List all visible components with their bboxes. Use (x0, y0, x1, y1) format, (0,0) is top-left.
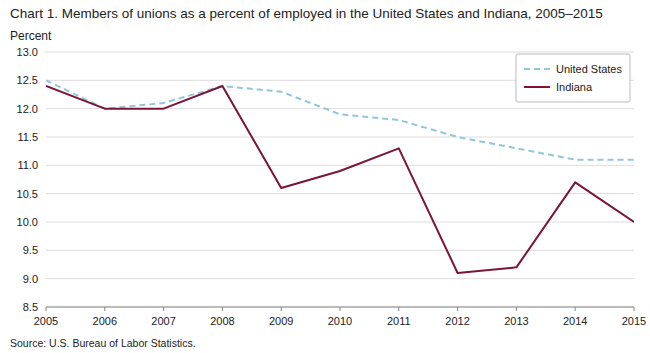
x-tick (281, 307, 282, 311)
x-tick-label: 2013 (504, 315, 528, 327)
y-tick-label: 9.5 (23, 244, 38, 256)
legend-label: Indiana (556, 81, 593, 93)
grid-line (46, 137, 634, 138)
y-tick-label: 11.0 (17, 159, 38, 171)
legend-swatch (524, 86, 550, 88)
x-tick-label: 2010 (328, 315, 352, 327)
x-tick-label: 2008 (210, 315, 234, 327)
grid-line (46, 165, 634, 166)
x-tick (340, 307, 341, 311)
y-tick-label: 8.5 (23, 301, 38, 313)
grid-line (46, 52, 634, 53)
y-tick-label: 11.5 (17, 131, 38, 143)
y-tick-label: 9.0 (23, 273, 38, 285)
x-tick (634, 307, 635, 311)
x-tick (222, 307, 223, 311)
x-tick-label: 2007 (151, 315, 175, 327)
grid-line (46, 222, 634, 223)
y-tick-label: 10.0 (17, 216, 38, 228)
y-tick-label: 12.5 (17, 74, 38, 86)
x-tick (46, 307, 47, 311)
x-tick (516, 307, 517, 311)
x-tick-label: 2015 (622, 315, 646, 327)
x-tick-label: 2006 (93, 315, 117, 327)
grid (46, 52, 634, 307)
y-tick-label: 13.0 (17, 46, 38, 58)
chart-title: Chart 1. Members of unions as a percent … (10, 6, 603, 21)
grid-line (46, 278, 634, 279)
chart-svg: Chart 1. Members of unions as a percent … (0, 0, 650, 353)
x-tick-label: 2012 (445, 315, 469, 327)
x-tick-label: 2005 (34, 315, 58, 327)
x-tick-label: 2009 (269, 315, 293, 327)
y-tick-label: 12.0 (17, 103, 38, 115)
annotation: Source: U.S. Bureau of Labor Statistics. (10, 337, 196, 349)
chart-container: Chart 1. Members of unions as a percent … (0, 0, 650, 353)
x-tick-label: 2011 (387, 315, 411, 327)
x-tick (575, 307, 576, 311)
plot-area (46, 80, 634, 273)
grid-line (46, 250, 634, 251)
x-tick (163, 307, 164, 311)
x-tick-label: 2014 (563, 315, 587, 327)
series-line (46, 86, 634, 273)
y-axis-label: Percent (10, 29, 52, 43)
grid-line (46, 193, 634, 194)
y-tick-label: 10.5 (17, 188, 38, 200)
x-tick (398, 307, 399, 311)
legend-label: United States (556, 63, 623, 75)
x-tick (457, 307, 458, 311)
x-tick (104, 307, 105, 311)
legend: United States Indiana (516, 54, 630, 102)
legend-box (516, 54, 630, 102)
legend-swatch (524, 68, 550, 70)
